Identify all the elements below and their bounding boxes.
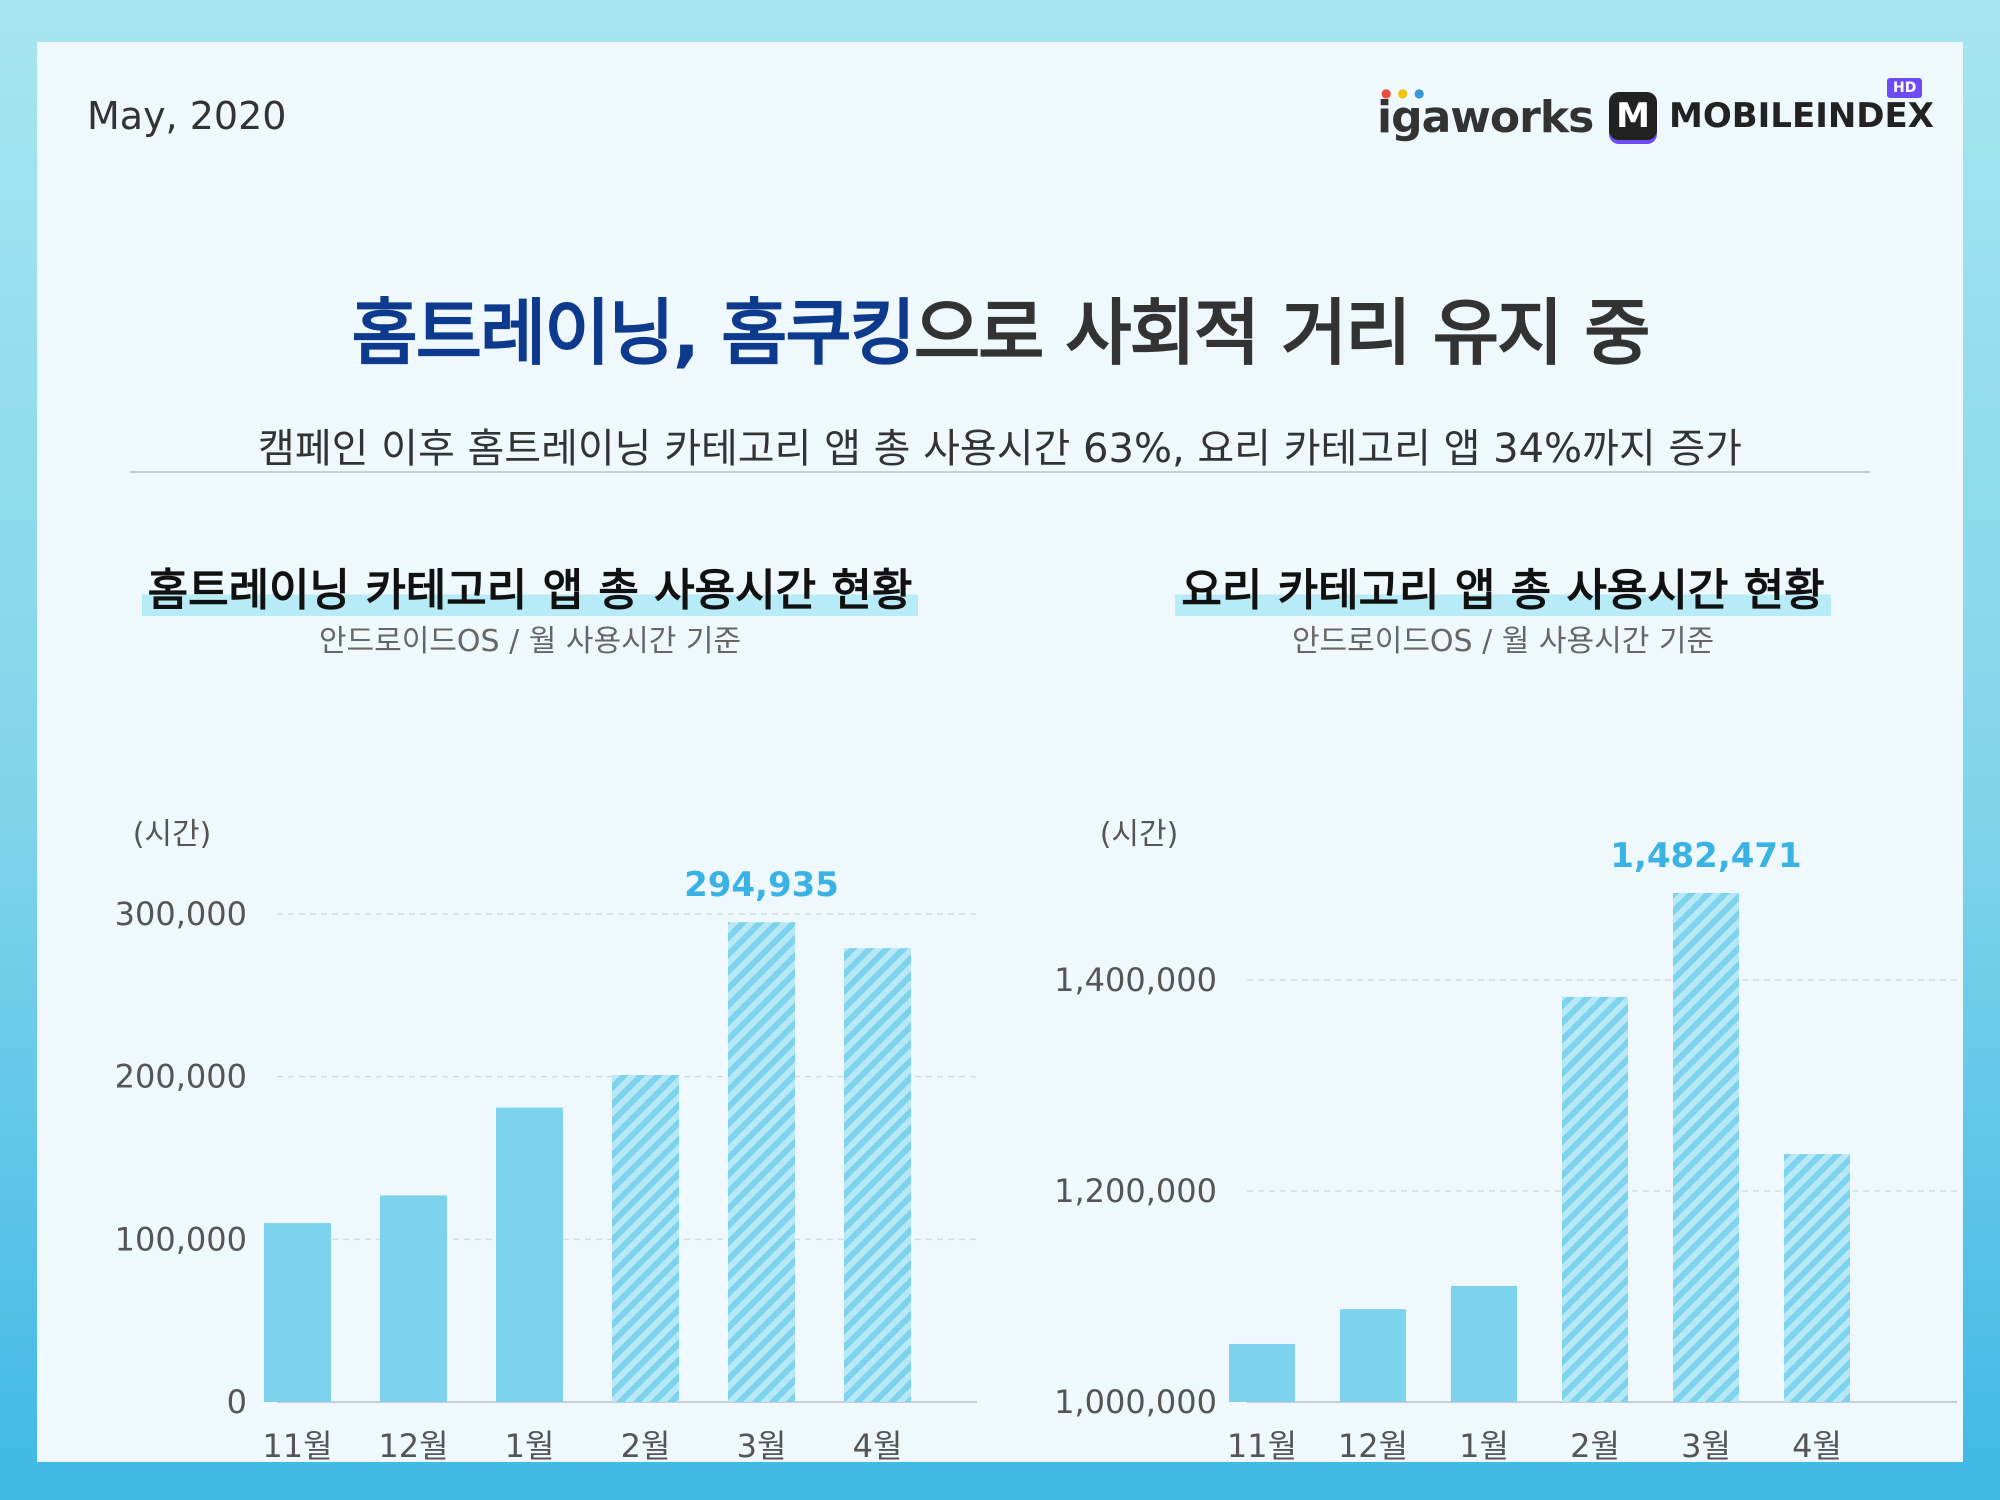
hd-badge: HD (1887, 78, 1923, 98)
chart-1-title-text: 홈트레이닝 카테고리 앱 총 사용시간 현황 (141, 565, 919, 616)
title-accent-2: 홈쿠킹 (721, 291, 916, 375)
y-tick-label: 300,000 (115, 895, 247, 933)
title-separator: , (672, 291, 722, 375)
x-tick-label: 4월 (1792, 1427, 1842, 1465)
bar-4 (1562, 996, 1628, 1402)
y-tick-label: 100,000 (115, 1220, 247, 1258)
x-tick-label: 1월 (505, 1427, 555, 1465)
x-tick-label: 11월 (1227, 1427, 1297, 1465)
mobileindex-logo-icon: M (1609, 92, 1657, 140)
divider (130, 471, 1870, 473)
infographic-card: May, 2020 ●●● igaworks M MOBILEINDEX HD … (37, 42, 1963, 1465)
x-tick-label: 3월 (737, 1427, 787, 1465)
logo-dots: ●●● (1381, 86, 1431, 100)
chart-2: (시간) 1,000,000 1,200,000 1,400,000 11월 12월 1월 2… (1054, 817, 1957, 1465)
title-accent-1: 홈트레이닝 (351, 291, 674, 375)
y-tick-label: 1,000,000 (1054, 1383, 1217, 1421)
bar-2 (1340, 1309, 1406, 1402)
page-subtitle: 캠페인 이후 홈트레이닝 카테고리 앱 총 사용시간 63%, 요리 카테고리 … (258, 426, 1742, 472)
chart-2-subtitle: 안드로이드OS / 월 사용시간 기준 (1291, 624, 1715, 659)
bar-1 (1229, 1343, 1295, 1402)
peak-value-label: 1,482,471 (1610, 836, 1801, 876)
title-rest: 으로 사회적 거리 유지 중 (913, 291, 1651, 375)
chart-2-title-text: 요리 카테고리 앱 총 사용시간 현황 (1175, 565, 1831, 616)
x-tick-label: 11월 (262, 1427, 332, 1465)
igaworks-logo-text: igaworks (1377, 92, 1594, 143)
bar-6 (1784, 1154, 1850, 1402)
peak-value-label: 294,935 (684, 865, 839, 905)
page-title: 홈트레이닝, 홈쿠킹으로 사회적 거리 유지 중 (37, 274, 1963, 379)
chart-1-title: 홈트레이닝 카테고리 앱 총 사용시간 현황 (130, 554, 930, 618)
x-tick-label: 1월 (1459, 1427, 1509, 1465)
report-date: May, 2020 (87, 94, 287, 138)
chart-2-title: 요리 카테고리 앱 총 사용시간 현황 (1103, 554, 1903, 618)
x-tick-label: 3월 (1681, 1427, 1731, 1465)
x-tick-label: 2월 (621, 1427, 671, 1465)
x-tick-label: 12월 (1338, 1427, 1408, 1465)
bar-6 (844, 948, 911, 1402)
bar-5 (1673, 892, 1739, 1402)
x-tick-label: 12월 (378, 1427, 448, 1465)
bar-1 (264, 1223, 331, 1402)
y-tick-label: 200,000 (115, 1058, 247, 1096)
bar-5 (728, 922, 795, 1402)
bar-2 (380, 1195, 447, 1402)
y-tick-label: 1,200,000 (1054, 1172, 1217, 1210)
chart-1-subtitle: 안드로이드OS / 월 사용시간 기준 (318, 624, 742, 659)
x-tick-label: 4월 (853, 1427, 903, 1465)
y-axis-title: (시간) (133, 817, 212, 852)
y-axis-title: (시간) (1100, 817, 1179, 852)
x-tick-label: 2월 (1570, 1427, 1620, 1465)
mobileindex-logo: M MOBILEINDEX (1609, 92, 1934, 140)
y-tick-label: 0 (227, 1383, 247, 1421)
chart-1: (시간) 0 100,000 200,000 300,000 11월 12월 1월 2월 3월 4월… (115, 817, 977, 1465)
bar-3 (496, 1107, 563, 1402)
bar-3 (1451, 1285, 1517, 1402)
igaworks-logo: ●●● igaworks (1377, 86, 1594, 143)
mobileindex-logo-text: MOBILEINDEX (1669, 96, 1934, 136)
y-tick-label: 1,400,000 (1054, 961, 1217, 999)
bar-4 (612, 1075, 679, 1402)
